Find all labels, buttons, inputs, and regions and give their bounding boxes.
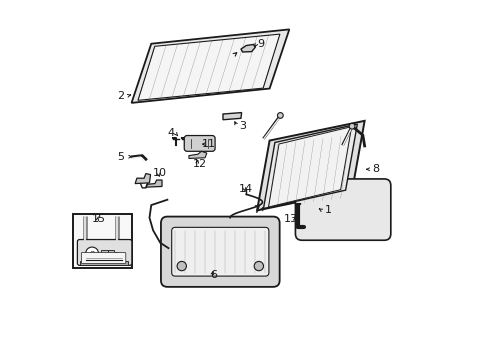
Polygon shape [268, 127, 351, 207]
Text: 10: 10 [153, 168, 167, 178]
Polygon shape [188, 151, 206, 158]
Bar [73, 214, 132, 268]
Bar [107, 250, 114, 257]
Polygon shape [241, 44, 255, 52]
FancyBboxPatch shape [81, 252, 125, 264]
Text: 6: 6 [210, 270, 217, 280]
Text: 1: 1 [325, 206, 331, 216]
Circle shape [177, 261, 186, 271]
Text: 8: 8 [371, 164, 378, 174]
Polygon shape [135, 174, 150, 184]
FancyBboxPatch shape [171, 227, 268, 276]
Polygon shape [138, 34, 279, 100]
FancyBboxPatch shape [77, 239, 132, 265]
Text: 7: 7 [253, 206, 260, 216]
Circle shape [277, 113, 283, 118]
Text: 4: 4 [167, 129, 174, 138]
Text: 15: 15 [92, 215, 106, 224]
Text: 3: 3 [239, 121, 245, 131]
Text: 12: 12 [192, 159, 206, 169]
FancyBboxPatch shape [184, 135, 215, 151]
Circle shape [85, 247, 99, 260]
FancyBboxPatch shape [161, 217, 279, 287]
FancyBboxPatch shape [295, 179, 390, 240]
Text: O: O [89, 251, 95, 257]
Circle shape [348, 123, 354, 129]
Polygon shape [257, 121, 364, 211]
Bar [115, 252, 117, 255]
Text: 9: 9 [257, 39, 264, 49]
Polygon shape [145, 180, 162, 187]
Text: 2: 2 [117, 91, 124, 101]
Text: 11: 11 [201, 139, 215, 149]
Circle shape [254, 261, 263, 271]
Polygon shape [223, 113, 241, 120]
Polygon shape [131, 30, 289, 103]
Bar [101, 250, 107, 256]
Polygon shape [263, 124, 357, 208]
Text: 5: 5 [117, 152, 124, 162]
Bar [80, 261, 128, 265]
Text: 14: 14 [239, 184, 253, 194]
Text: 13: 13 [284, 215, 298, 224]
